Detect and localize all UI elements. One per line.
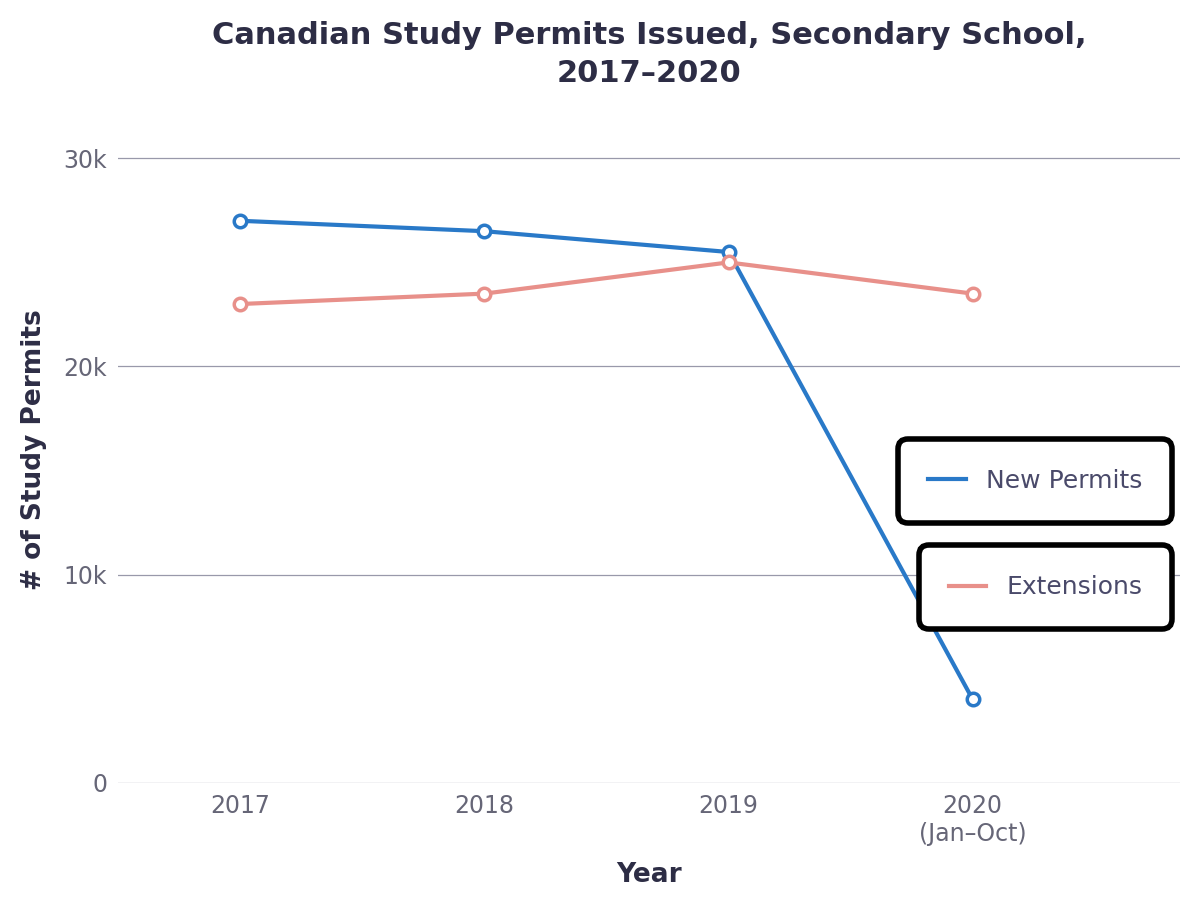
Title: Canadian Study Permits Issued, Secondary School,
2017–2020: Canadian Study Permits Issued, Secondary… — [211, 21, 1087, 88]
Legend: Extensions: Extensions — [928, 555, 1163, 619]
Y-axis label: # of Study Permits: # of Study Permits — [20, 309, 47, 590]
X-axis label: Year: Year — [616, 862, 682, 888]
